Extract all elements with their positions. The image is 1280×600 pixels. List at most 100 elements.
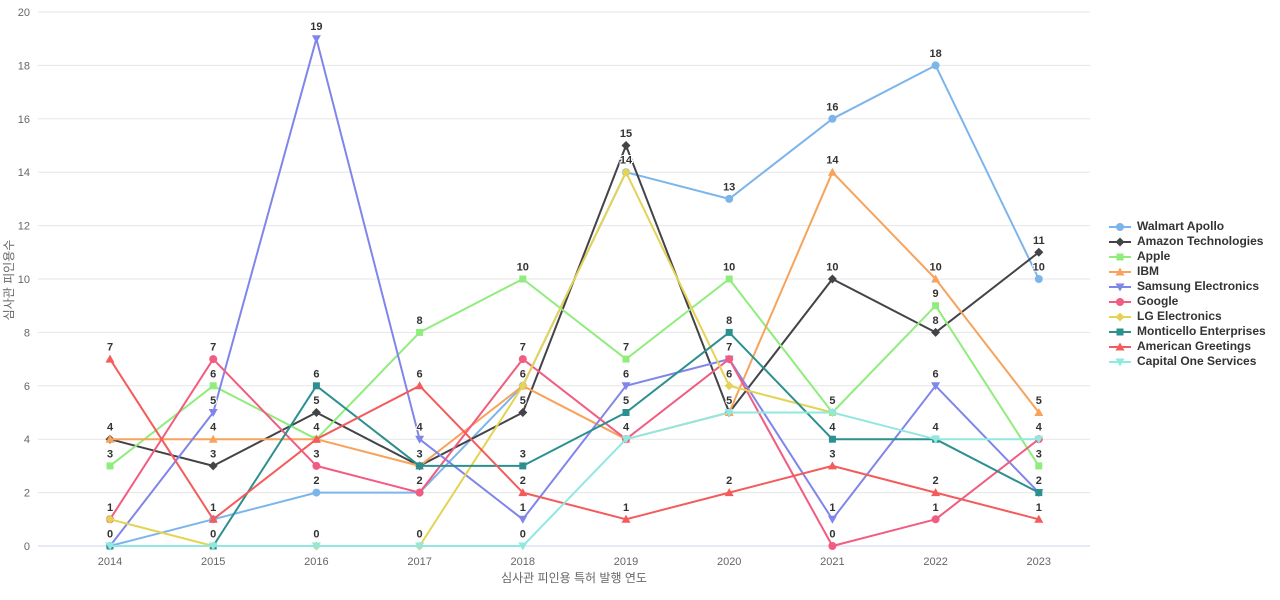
svg-text:8: 8 [417,315,423,327]
data-labels: 012 2614131618104353515510811364810710593… [106,20,1046,541]
svg-text:0: 0 [107,529,113,541]
svg-text:5: 5 [623,395,629,407]
svg-text:10: 10 [18,274,30,286]
diamond-legend-marker-icon [1109,237,1131,246]
svg-text:6: 6 [933,368,939,380]
svg-text:6: 6 [210,368,216,380]
circle-legend-marker-icon [1109,222,1131,231]
x-axis-title: 심사관 피인용 특허 발행 연도 [501,570,647,585]
x-axis-tick-labels: 2014 2015 2016 2017 2018 2019 2020 2021 2022 2023 [98,556,1051,568]
legend-item-apple[interactable]: Apple [1108,249,1266,264]
legend-item-american-greetings[interactable]: American Greetings [1108,339,1266,354]
svg-text:2: 2 [417,475,423,487]
legend-item-lg-electronics[interactable]: LG Electronics [1108,309,1266,324]
svg-text:14: 14 [18,167,30,179]
svg-text:7: 7 [107,342,113,354]
svg-text:12: 12 [18,221,30,233]
svg-text:8: 8 [24,327,30,339]
svg-text:9: 9 [933,288,939,300]
svg-text:18: 18 [18,60,30,72]
svg-text:3: 3 [417,448,423,460]
svg-text:3: 3 [107,448,113,460]
svg-text:5: 5 [520,395,526,407]
svg-text:2022: 2022 [923,556,947,568]
y-axis-tick-labels: 0 2 4 6 8 10 12 14 16 18 20 [18,7,30,553]
triangle-legend-marker-icon [1109,267,1131,275]
svg-text:2019: 2019 [614,556,638,568]
svg-text:4: 4 [623,422,630,434]
svg-text:7: 7 [520,342,526,354]
svg-text:2014: 2014 [98,556,122,568]
svg-text:1: 1 [520,502,526,514]
square-legend-marker-icon [1109,328,1131,335]
svg-text:5: 5 [210,395,216,407]
legend-item-label: American Greetings [1137,339,1252,353]
svg-text:11: 11 [1033,235,1045,247]
legend-item-label: Google [1137,294,1179,308]
legend-item-walmart-apollo[interactable]: Walmart Apollo [1108,219,1266,234]
svg-text:4: 4 [210,422,217,434]
svg-text:0: 0 [520,529,526,541]
circle-legend-marker-icon [1109,297,1131,306]
legend-item-ibm[interactable]: IBM [1108,264,1266,279]
legend-item-amazon-technologies[interactable]: Amazon Technologies [1108,234,1266,249]
legend-item-label: Apple [1137,249,1171,263]
svg-text:5: 5 [313,395,319,407]
svg-text:6: 6 [417,368,423,380]
legend-item-label: Monticello Enterprises [1137,324,1266,338]
svg-text:7: 7 [726,342,732,354]
series-walmart-apollo [106,61,1043,550]
legend-item-label: Amazon Technologies [1137,234,1264,248]
triangle-down-legend-marker-icon [1109,283,1131,291]
svg-text:8: 8 [726,315,732,327]
svg-text:0: 0 [210,529,216,541]
svg-text:2: 2 [726,475,732,487]
svg-text:14: 14 [826,155,839,167]
legend-item-google[interactable]: Google [1108,294,1266,309]
svg-text:7: 7 [210,342,216,354]
svg-text:8: 8 [933,315,939,327]
svg-text:16: 16 [826,101,838,113]
svg-text:0: 0 [829,529,835,541]
legend-item-label: Walmart Apollo [1137,219,1225,233]
legend-item-label: Samsung Electronics [1137,279,1260,293]
svg-text:2: 2 [24,488,30,500]
svg-text:3: 3 [1036,448,1042,460]
series-lines [105,35,1044,551]
svg-text:2: 2 [520,475,526,487]
svg-text:7: 7 [623,342,629,354]
svg-text:6: 6 [24,381,30,393]
svg-text:6: 6 [520,368,526,380]
square-legend-marker-icon [1109,253,1131,260]
series-capital-one-services [105,409,1044,551]
svg-text:1: 1 [829,502,835,514]
svg-text:3: 3 [829,448,835,460]
svg-text:4: 4 [829,422,836,434]
svg-text:3: 3 [210,448,216,460]
svg-text:1: 1 [623,502,629,514]
svg-text:10: 10 [826,262,838,274]
diamond-legend-marker-icon [1109,312,1131,321]
svg-text:2: 2 [313,475,319,487]
svg-text:2023: 2023 [1027,556,1051,568]
svg-text:3: 3 [313,448,319,460]
svg-text:4: 4 [417,422,424,434]
svg-text:2017: 2017 [407,556,431,568]
legend-item-samsung-electronics[interactable]: Samsung Electronics [1108,279,1266,294]
svg-text:5: 5 [829,395,835,407]
legend-item-capital-one-services[interactable]: Capital One Services [1108,354,1266,369]
svg-text:13: 13 [723,181,735,193]
svg-text:0: 0 [313,529,319,541]
svg-text:1: 1 [107,502,113,514]
svg-text:2015: 2015 [201,556,225,568]
svg-text:4: 4 [1036,422,1043,434]
svg-text:1: 1 [933,502,939,514]
svg-text:2020: 2020 [717,556,741,568]
svg-text:10: 10 [929,262,941,274]
legend-item-monticello-enterprises[interactable]: Monticello Enterprises [1108,324,1266,339]
triangle-down-legend-marker-icon [1109,358,1131,366]
svg-text:4: 4 [933,422,940,434]
svg-text:4: 4 [107,422,114,434]
svg-text:0: 0 [417,529,423,541]
legend-item-label: LG Electronics [1137,309,1222,323]
